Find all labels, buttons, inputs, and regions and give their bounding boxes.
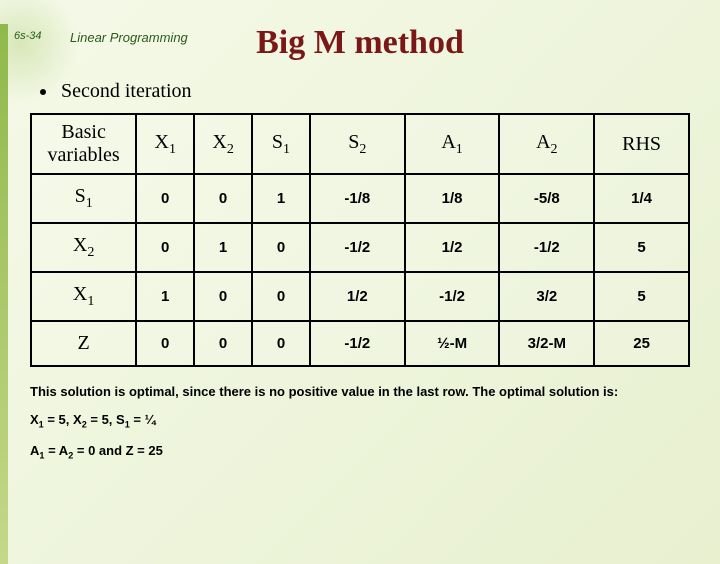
table-cell: 0 (194, 321, 252, 366)
slide-number: 6s-34 (14, 30, 42, 42)
table-cell: -1/2 (405, 272, 500, 321)
table-header-cell: A1 (405, 114, 500, 174)
table-row: X2010-1/21/2-1/25 (31, 223, 689, 272)
side-decoration (0, 24, 8, 564)
table-cell: 1/2 (405, 223, 500, 272)
table-cell: 0 (136, 223, 194, 272)
table-header-cell: Basic variables (31, 114, 136, 174)
table-cell: 0 (136, 321, 194, 366)
table-header-cell: S2 (310, 114, 405, 174)
table-cell: 3/2-M (499, 321, 594, 366)
table-header-cell: A2 (499, 114, 594, 174)
chapter-label: Linear Programming (70, 30, 188, 45)
table-header-cell: RHS (594, 114, 689, 174)
table-cell: 3/2 (499, 272, 594, 321)
table-cell: -1/2 (310, 223, 405, 272)
table-cell: -1/8 (310, 174, 405, 223)
table-cell: 1/4 (594, 174, 689, 223)
table-cell: 1/2 (310, 272, 405, 321)
table-cell: 1 (136, 272, 194, 321)
table-header-row: Basic variablesX1X2S1S2A1A2RHS (31, 114, 689, 174)
note-line-2: X1 = 5, X2 = 5, S1 = ¼ (30, 411, 690, 431)
table-cell: -5/8 (499, 174, 594, 223)
table-cell: 25 (594, 321, 689, 366)
table-row: Z000-1/2½-M3/2-M25 (31, 321, 689, 366)
table-cell: 1 (252, 174, 310, 223)
table-cell: 1 (194, 223, 252, 272)
table-cell: 0 (194, 272, 252, 321)
table-cell: ½-M (405, 321, 500, 366)
table-header-cell: S1 (252, 114, 310, 174)
note-line-1: This solution is optimal, since there is… (30, 383, 690, 401)
table-row: X11001/2-1/23/25 (31, 272, 689, 321)
row-variable: Z (31, 321, 136, 366)
table-cell: 0 (252, 223, 310, 272)
table-cell: 0 (136, 174, 194, 223)
table-cell: 1/8 (405, 174, 500, 223)
note-line-3: A1 = A2 = 0 and Z = 25 (30, 442, 690, 462)
row-variable: X1 (31, 272, 136, 321)
row-variable: S1 (31, 174, 136, 223)
simplex-table: Basic variablesX1X2S1S2A1A2RHS S1001-1/8… (30, 113, 690, 367)
row-variable: X2 (31, 223, 136, 272)
table-row: S1001-1/81/8-5/81/4 (31, 174, 689, 223)
table-header-cell: X1 (136, 114, 194, 174)
table-cell: 5 (594, 272, 689, 321)
table-cell: 5 (594, 223, 689, 272)
table-cell: 0 (252, 272, 310, 321)
solution-notes: This solution is optimal, since there is… (30, 383, 690, 462)
table-cell: 0 (194, 174, 252, 223)
subtitle-text: Second iteration (61, 80, 192, 102)
table-cell: -1/2 (499, 223, 594, 272)
table-cell: 0 (252, 321, 310, 366)
table-header-cell: X2 (194, 114, 252, 174)
subtitle: Second iteration (40, 80, 720, 103)
table-cell: -1/2 (310, 321, 405, 366)
